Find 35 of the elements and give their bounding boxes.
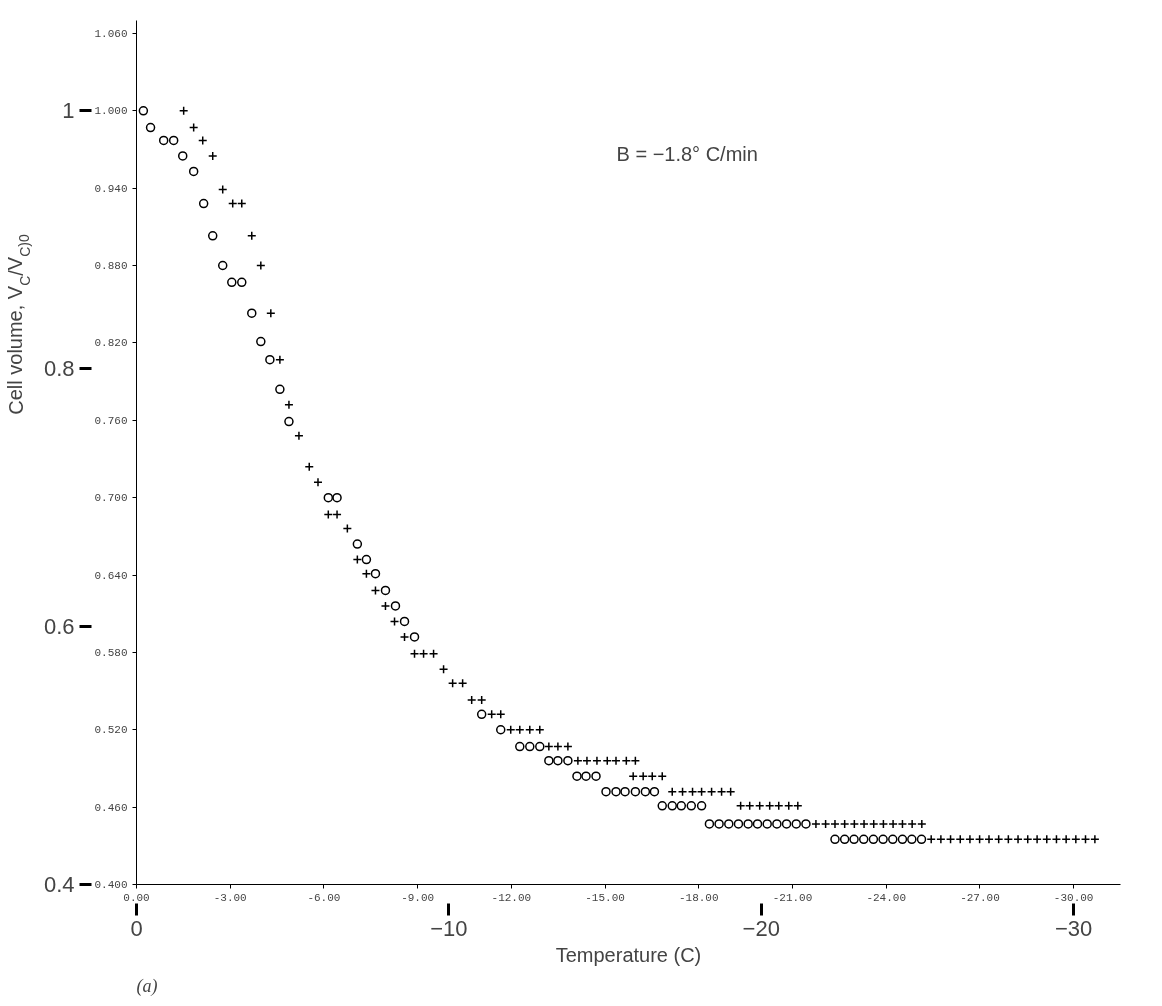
- x2-tick-label: -18.00: [678, 891, 719, 904]
- x2-tick-label: -6.00: [307, 891, 341, 904]
- y2-tick-label: 0.820: [94, 337, 128, 350]
- y-axis-title: Cell volume, VC/VC)0: [4, 234, 33, 415]
- x2-tick-label: -24.00: [866, 891, 907, 904]
- y2-tick-label: 0.880: [94, 260, 128, 273]
- y2-tick-label: 0.640: [94, 569, 128, 582]
- y-tick-label: 1: [62, 98, 75, 124]
- y-tick-label: 0.6: [43, 614, 75, 640]
- y2-tick-label: 0.760: [94, 414, 128, 427]
- x-tick-label: 0: [130, 915, 143, 941]
- y2-tick-label: 0.940: [94, 182, 128, 195]
- x2-tick-label: -21.00: [772, 891, 813, 904]
- x2-tick-label: 0.00: [123, 891, 150, 904]
- x2-tick-label: -15.00: [585, 891, 625, 904]
- x2-tick-label: -12.00: [491, 891, 532, 904]
- x2-tick-label: -30.00: [1053, 891, 1094, 904]
- y2-tick-label: 0.460: [94, 801, 128, 814]
- y2-tick-label: 0.400: [94, 879, 128, 891]
- y2-tick-label: 0.580: [94, 646, 128, 659]
- y2-tick-label: 1.060: [94, 27, 128, 40]
- x-tick-label: −20: [742, 915, 780, 941]
- x2-tick-label: -3.00: [213, 891, 247, 904]
- y2-tick-label: 1.000: [94, 105, 128, 118]
- y-tick-label: 0.4: [43, 872, 75, 897]
- x2-tick-label: -9.00: [401, 891, 435, 904]
- annotation: B = −1.8° C/min: [616, 142, 758, 165]
- x-axis-title: Temperature (C): [555, 943, 702, 966]
- y-tick-label: 0.8: [43, 356, 75, 382]
- x-tick-label: −10: [430, 915, 468, 941]
- x-tick-label: −30: [1054, 915, 1093, 941]
- y2-tick-label: 0.700: [94, 492, 128, 505]
- y2-tick-label: 0.520: [94, 724, 128, 737]
- text: (a): [136, 975, 158, 997]
- x2-tick-label: -27.00: [960, 891, 1000, 904]
